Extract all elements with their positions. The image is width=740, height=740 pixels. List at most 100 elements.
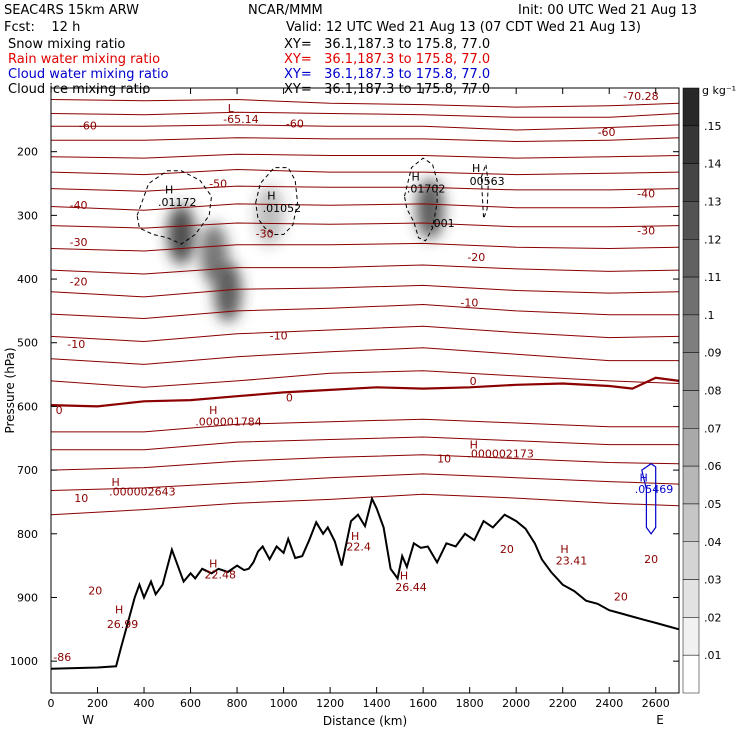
- field-cloud-water-name: Cloud water mixing ratio: [8, 67, 169, 82]
- contour-label-12: -20: [70, 275, 88, 288]
- x-tick-label-5: 1000: [270, 697, 298, 710]
- colorbar-unit: g kg⁻¹: [702, 84, 736, 97]
- isotherm-12: [50, 303, 679, 320]
- x-tick-label-4: 800: [227, 697, 248, 710]
- x-axis-label: Distance (km): [323, 714, 407, 728]
- colorbar-cell-10: [682, 465, 700, 505]
- colorbar-label-2: .03: [704, 574, 722, 587]
- isotherm-13: [50, 325, 680, 343]
- contour-label-49: .001: [430, 217, 455, 230]
- y-tick-label-0: 200: [17, 146, 38, 159]
- shading-blob-2: [213, 261, 242, 322]
- axes: 0 200 400 600 800 1000 1200 1400 1600 1800 2000 220…: [3, 88, 679, 728]
- dashed-contour-1: [255, 167, 299, 235]
- x-tick-label-1: 200: [87, 697, 108, 710]
- dashed-contour-2: [403, 157, 438, 242]
- colorbar-label-7: .08: [704, 385, 722, 398]
- terrain-line: [50, 495, 680, 670]
- plot-frame: [50, 87, 680, 694]
- colorbar-label-5: .06: [704, 460, 722, 473]
- field-cloud-water-xy: XY= 36.1,187.3 to 175.8, 77.0: [284, 67, 491, 82]
- field-cloud-ice-name: Cloud ice mixing ratio: [8, 82, 151, 97]
- contour-label-33: 26.99: [107, 618, 139, 631]
- colorbar-cell-0: [682, 87, 700, 127]
- colorbar-cell-7: [682, 352, 700, 391]
- colorbar-label-4: .05: [704, 498, 722, 511]
- contour-label-31: 20: [614, 591, 628, 604]
- field-snow-name: Snow mixing ratio: [8, 37, 126, 52]
- colorbar-label-10: .11: [704, 271, 722, 284]
- isotherm-15: [50, 370, 680, 388]
- contour-label-2: -70.28: [623, 90, 658, 103]
- field-snow-xy: XY= 36.1,187.3 to 175.8, 77.0: [284, 37, 491, 52]
- contour-label-41: 23.41: [556, 554, 588, 567]
- isotherm-3: [51, 137, 680, 143]
- x-tick-label-10: 2000: [502, 697, 530, 710]
- contour-label-28: 20: [500, 543, 514, 556]
- isotherm-8: [50, 222, 680, 229]
- contour-label-22: H: [470, 438, 478, 451]
- contour-label-29: 20: [644, 553, 658, 566]
- contour-label-27: 10: [74, 492, 88, 505]
- field-rain-name: Rain water mixing ratio: [8, 52, 161, 67]
- colorbar-label-3: .04: [704, 536, 722, 549]
- valid-time: Valid: 12 UTC Wed 21 Aug 13 (07 CDT Wed …: [286, 20, 641, 35]
- field-rain-xy: XY= 36.1,187.3 to 175.8, 77.0: [284, 52, 491, 67]
- isotherm-0: [50, 98, 680, 108]
- contour-label-5: -60: [598, 126, 616, 139]
- contour-label-25: H: [111, 476, 119, 489]
- isotherm-18: [50, 454, 680, 471]
- y-tick-label-3: 500: [17, 337, 38, 350]
- contour-label-50: H: [472, 162, 480, 175]
- contour-labels: L-65.14 -70.28 -60 -60 -60 -50 -40 -40 -30 -30 -30…: [53, 90, 673, 664]
- x-tick-label-0: 0: [48, 697, 55, 710]
- isotherm-17: [51, 436, 679, 451]
- contour-label-23: .000002173: [467, 447, 533, 460]
- contour-label-17: 0: [56, 404, 63, 417]
- y-tick-label-1: 300: [17, 209, 38, 222]
- isotherm-5: [50, 168, 680, 176]
- x-tick-label-3: 600: [180, 697, 201, 710]
- x-tick-label-6: 1200: [316, 697, 344, 710]
- colorbar-cell-9: [682, 428, 700, 467]
- contour-label-51: 00563: [470, 175, 505, 188]
- x-tick-label-13: 2600: [642, 697, 670, 710]
- isotherm-6: [50, 185, 680, 192]
- contour-label-53: .05469: [635, 483, 674, 496]
- org-title: NCAR/MMM: [248, 3, 323, 18]
- x-tick-label-12: 2400: [595, 697, 623, 710]
- contour-label-6: -50: [209, 177, 227, 190]
- contour-label-15: -10: [270, 330, 288, 343]
- colorbar-cell-15: [682, 654, 700, 694]
- fcst-hour: Fcst: 12 h: [4, 20, 81, 35]
- contour-label-45: H: [267, 189, 275, 202]
- isotherm-contours: [50, 98, 680, 516]
- colorbar-cell-3: [682, 201, 700, 240]
- colorbar: .01 .02 .03 .04 .05 .06 .07 .08 .09 .1 .11 .12 .13 .1…: [682, 84, 736, 694]
- y-tick-label-4: 600: [17, 400, 38, 413]
- dashed-contour-3: [480, 164, 489, 219]
- colorbar-label-11: .12: [704, 233, 722, 246]
- colorbar-cell-1: [682, 125, 700, 164]
- contour-label-9: -30: [70, 236, 88, 249]
- colorbar-cell-11: [682, 503, 700, 542]
- colorbar-label-1: .02: [704, 611, 722, 624]
- east-endpoint-label: E: [656, 713, 664, 727]
- x-tick-label-11: 2200: [549, 697, 577, 710]
- colorbar-cell-5: [682, 276, 700, 316]
- colorbar-cell-14: [682, 617, 700, 656]
- contour-label-14: -10: [67, 338, 85, 351]
- contour-label-38: H: [400, 570, 408, 583]
- colorbar-cell-6: [682, 314, 700, 353]
- west-endpoint-label: W: [82, 713, 94, 727]
- zero-isotherm: [50, 376, 680, 408]
- colorbar-label-13: .14: [704, 158, 722, 171]
- contour-label-46: .01052: [263, 202, 302, 215]
- isotherm-1: [50, 111, 680, 118]
- colorbar-cell-8: [682, 390, 700, 429]
- contour-label-39: 26.44: [395, 581, 427, 594]
- shading-blob-3: [255, 185, 284, 246]
- contour-label-11: -30: [637, 224, 655, 237]
- isotherm-20: [50, 493, 680, 516]
